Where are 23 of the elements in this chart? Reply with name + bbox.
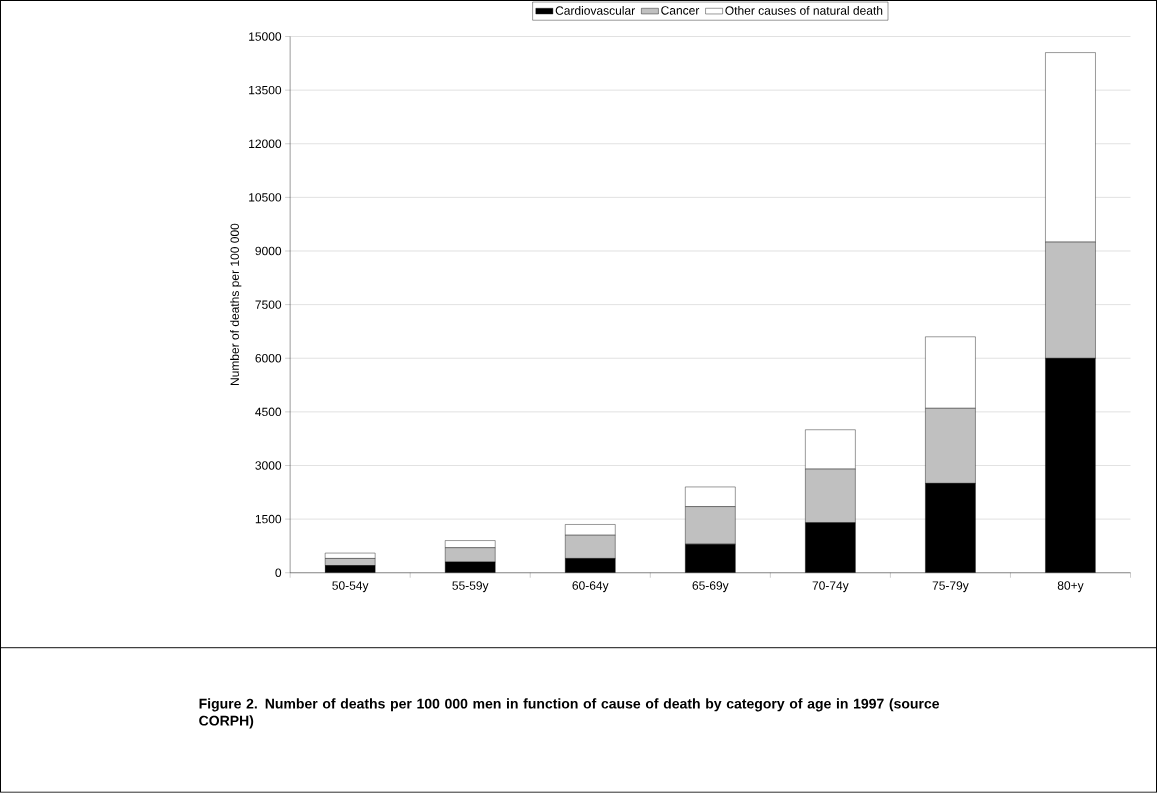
legend-label: Cancer <box>661 6 700 15</box>
y-tick-label: 15000 <box>249 32 282 41</box>
y-tick-label: 4500 <box>255 407 282 417</box>
y-tick-label: 13500 <box>249 85 282 95</box>
x-tick-label: 65-69y <box>692 581 729 593</box>
y-tick-label: 10500 <box>249 193 282 202</box>
y-tick-label: 0 <box>275 568 282 578</box>
x-tick-label: 50-54y <box>332 581 369 593</box>
x-tick-label: 70-74y <box>812 581 849 593</box>
x-tick-label: 75-79y <box>932 581 969 593</box>
legend-label: Other causes of natural death <box>725 6 883 15</box>
y-tick-label: 7500 <box>255 300 282 309</box>
y-tick-label: 12000 <box>249 139 282 149</box>
y-axis-title: Number of deaths per 100 000 <box>230 223 242 386</box>
x-tick-label: 55-59y <box>452 581 489 593</box>
x-tick-label: 60-64y <box>572 581 609 593</box>
y-tick-label: 1500 <box>255 514 282 524</box>
legend-label: Cardiovascular <box>555 6 635 15</box>
y-tick-label: 3000 <box>255 461 282 470</box>
x-tick-label: 80+y <box>1057 581 1084 593</box>
y-tick-label: 9000 <box>255 246 282 256</box>
y-tick-label: 6000 <box>255 354 282 363</box>
text: Figure 2. Number of deaths per 100 000 men in function of cause of death by category of age in 1997 (source CORPH) <box>199 698 940 729</box>
